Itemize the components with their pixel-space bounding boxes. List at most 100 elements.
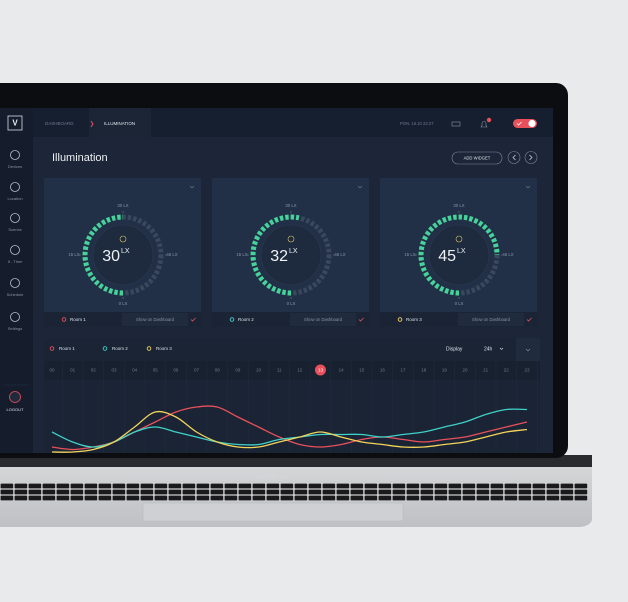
- gauge-tick-label: 30 LX: [117, 203, 128, 208]
- widget-menu[interactable]: [189, 185, 195, 189]
- display-value[interactable]: 24h: [484, 346, 493, 352]
- gauge-value-label: 45: [438, 248, 456, 265]
- gauge-inner: [260, 224, 322, 286]
- hour-label[interactable]: 20: [462, 368, 468, 373]
- dropdown-arrow: [499, 347, 504, 350]
- sidebar-icon[interactable]: [10, 245, 20, 255]
- bulb-icon: [455, 235, 463, 243]
- hour-label[interactable]: 12: [297, 368, 303, 373]
- laptop-label: MacBook: [256, 472, 290, 481]
- sidebar-icon[interactable]: [10, 278, 20, 288]
- content: Devices Location Scenes If - Then Schedule Se…: [4, 150, 538, 453]
- show-label[interactable]: Show on Dashboard: [136, 317, 175, 322]
- trackpad: [142, 502, 404, 522]
- hours-row: [44, 361, 540, 380]
- gauge-value-label: 32: [270, 248, 288, 265]
- gauge-unit: LX: [121, 248, 130, 255]
- legend-dot: [102, 346, 108, 351]
- hour-label[interactable]: 13: [318, 368, 324, 373]
- sidebar-icon[interactable]: [10, 182, 20, 192]
- sidebar-label[interactable]: Location: [7, 196, 22, 201]
- gauge-tick-label: 30 LX: [285, 203, 296, 208]
- gauge-value: [82, 214, 124, 296]
- sidebar-label[interactable]: Schedule: [7, 292, 24, 297]
- collapse-button[interactable]: [516, 338, 540, 361]
- next-arrow: [529, 154, 533, 161]
- hour-label[interactable]: 03: [111, 368, 117, 373]
- hour-label[interactable]: 18: [421, 368, 427, 373]
- legend-label: Room 3: [156, 346, 172, 351]
- show-button[interactable]: [290, 313, 356, 326]
- gauge-tick-label: 15 LX: [236, 252, 247, 257]
- next-button[interactable]: [524, 151, 538, 164]
- hour-label[interactable]: 22: [504, 368, 510, 373]
- hour-label[interactable]: 05: [153, 368, 159, 373]
- hour-label[interactable]: 15: [359, 368, 365, 373]
- hour-label[interactable]: 01: [70, 368, 76, 373]
- add-widget-label[interactable]: ADD WIDGET: [464, 155, 491, 160]
- hour-label[interactable]: 10: [256, 368, 262, 373]
- show-button[interactable]: [458, 313, 524, 326]
- prev-button[interactable]: [507, 151, 521, 164]
- gauge-tick-label: 15 LX: [404, 252, 415, 257]
- bell-icon[interactable]: [480, 121, 488, 128]
- sidebar-label[interactable]: Devices: [8, 164, 22, 169]
- add-widget-button[interactable]: [451, 151, 503, 165]
- hour-label[interactable]: 23: [524, 368, 530, 373]
- breadcrumb[interactable]: DASHBOARD: [45, 121, 74, 126]
- widget-menu[interactable]: [357, 185, 363, 189]
- sidebar-label[interactable]: If - Then: [8, 259, 23, 264]
- show-label[interactable]: Show on Dashboard: [472, 317, 511, 322]
- hour-label[interactable]: 08: [215, 368, 221, 373]
- sidebar-label[interactable]: Settings: [8, 326, 22, 331]
- hour-label[interactable]: 17: [401, 368, 407, 373]
- gauge-inner: [92, 224, 154, 286]
- legend-label: Room 2: [112, 346, 128, 351]
- gauge-inner: [428, 224, 490, 286]
- chart-panel: [44, 338, 540, 453]
- gauge-tick-label: 30 LX: [453, 203, 464, 208]
- sidebar-label[interactable]: Scenes: [8, 227, 21, 232]
- gauge-value-label: 30: [102, 248, 120, 265]
- hour-label[interactable]: 00: [49, 368, 55, 373]
- check-icon: [190, 317, 196, 322]
- hour-label[interactable]: 11: [277, 368, 282, 373]
- hour-label[interactable]: 16: [380, 368, 386, 373]
- check-icon: [358, 317, 364, 322]
- legend-dot: [49, 346, 55, 351]
- display-label: Display: [446, 346, 463, 352]
- sidebar-icon[interactable]: [10, 150, 20, 160]
- bulb-icon: [119, 235, 127, 243]
- hour-label[interactable]: 14: [339, 368, 345, 373]
- hour-highlight: [314, 364, 326, 376]
- active-tab: [89, 108, 151, 137]
- room-label: Room 3: [406, 317, 422, 322]
- room-dot: [229, 317, 235, 322]
- hour-label[interactable]: 07: [194, 368, 200, 373]
- hour-label[interactable]: 19: [442, 368, 448, 373]
- sidebar-icon[interactable]: [10, 312, 20, 322]
- gauge-value: [418, 214, 500, 296]
- legend-dot: [146, 346, 152, 351]
- brand-box: [7, 115, 23, 131]
- sidebar-icon[interactable]: [10, 213, 20, 223]
- logout-icon[interactable]: [9, 391, 21, 403]
- hour-label[interactable]: 21: [483, 368, 489, 373]
- toggle-knob: [528, 119, 536, 128]
- room-label: Room 2: [238, 317, 254, 322]
- room-dot: [397, 317, 403, 322]
- gauge-value: [250, 214, 300, 296]
- breadcrumb[interactable]: ILLUMINATION: [104, 121, 135, 126]
- hour-label[interactable]: 04: [132, 368, 138, 373]
- check-icon: [526, 317, 532, 322]
- show-button[interactable]: [122, 313, 188, 326]
- hour-label[interactable]: 06: [173, 368, 179, 373]
- page-title: Illumination: [52, 152, 108, 164]
- logout-label[interactable]: LOGOUT: [7, 407, 24, 412]
- series-line: [51, 408, 527, 448]
- hour-label[interactable]: 02: [91, 368, 97, 373]
- hour-label[interactable]: 09: [235, 368, 241, 373]
- collapse-arrow: [525, 348, 531, 352]
- show-label[interactable]: Show on Dashboard: [304, 317, 343, 322]
- widget-menu[interactable]: [525, 185, 531, 189]
